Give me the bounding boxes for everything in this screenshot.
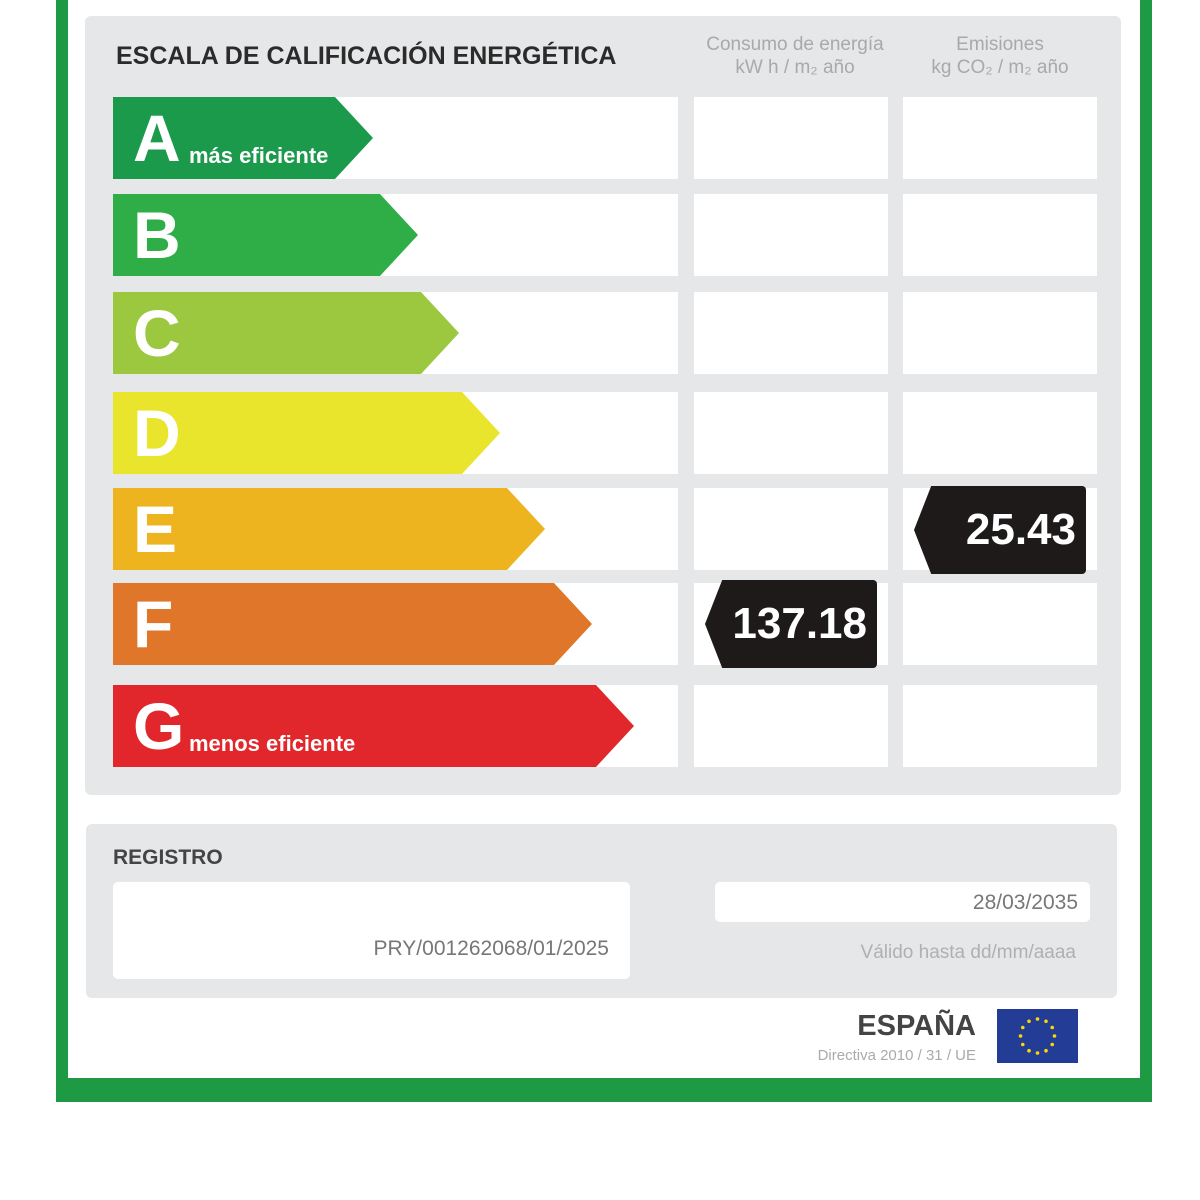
- country: ESPAÑA: [857, 1010, 976, 1042]
- scale-title: ESCALA DE CALIFICACIÓN ENERGÉTICA: [116, 42, 617, 70]
- emissions-cell: [903, 97, 1097, 179]
- eu-star: [1027, 1048, 1031, 1053]
- class-subtitle: más eficiente: [189, 143, 329, 168]
- class-bar-e: E: [113, 488, 545, 570]
- valid-date: 28/03/2035: [972, 891, 1078, 914]
- eu-star: [1050, 1042, 1055, 1047]
- eu-star: [1035, 1017, 1040, 1021]
- class-bar-c: C: [113, 292, 459, 374]
- class-bar-a: A más eficiente: [113, 97, 373, 179]
- emissions-cell: [903, 194, 1097, 276]
- energy-cell: [694, 292, 888, 374]
- eu-star: [1020, 1042, 1025, 1047]
- energy-cell: [694, 97, 888, 179]
- class-bar-d: D: [113, 392, 500, 474]
- eu-star: [1044, 1048, 1048, 1053]
- eu-flag-icon: [997, 1009, 1078, 1063]
- energy-column-header: Consumo de energía kW h / m₂ año: [695, 33, 895, 79]
- eu-star: [1052, 1034, 1057, 1038]
- valid-date-box: 28/03/2035: [715, 882, 1090, 922]
- eu-star: [1035, 1051, 1040, 1055]
- registro-number-box: PRY/001262068/01/2025: [113, 882, 630, 979]
- class-letter: B: [133, 198, 181, 272]
- energy-header-line1: Consumo de energía: [706, 34, 884, 55]
- class-letter: G: [133, 689, 185, 763]
- energy-cell: [694, 488, 888, 570]
- class-letter: A: [133, 101, 181, 175]
- registro-number: PRY/001262068/01/2025: [373, 937, 610, 960]
- eu-star: [1018, 1034, 1023, 1038]
- class-bar-b: B: [113, 194, 418, 276]
- valid-label: Válido hasta dd/mm/aaaa: [860, 942, 1076, 963]
- class-bar-g: G menos eficiente: [113, 685, 634, 767]
- energy-rating-value: 137.18: [705, 580, 877, 668]
- eu-star: [1044, 1019, 1048, 1024]
- emissions-cell: [903, 583, 1097, 665]
- emissions-header-units: kg CO₂ / m₂ año: [931, 57, 1069, 78]
- eu-star: [1050, 1025, 1055, 1030]
- eu-star: [1027, 1019, 1031, 1024]
- emissions-cell: [903, 292, 1097, 374]
- energy-cell: [694, 392, 888, 474]
- emissions-cell: [903, 685, 1097, 767]
- eu-star: [1020, 1025, 1025, 1030]
- energy-cell: [694, 685, 888, 767]
- class-letter: C: [133, 296, 181, 370]
- energy-cell: [694, 194, 888, 276]
- class-letter: F: [133, 587, 174, 661]
- directive: Directiva 2010 / 31 / UE: [817, 1047, 976, 1064]
- emissions-header-line1: Emisiones: [956, 34, 1044, 55]
- class-bar-f: F: [113, 583, 592, 665]
- class-letter: D: [133, 396, 181, 470]
- registro-label: REGISTRO: [113, 846, 223, 869]
- class-subtitle: menos eficiente: [189, 731, 356, 756]
- energy-header-units: kW h / m₂ año: [735, 57, 855, 78]
- emissions-rating-value: 25.43: [914, 486, 1086, 574]
- class-letter: E: [133, 492, 178, 566]
- emissions-cell: [903, 392, 1097, 474]
- emissions-column-header: Emisiones kg CO₂ / m₂ año: [900, 33, 1100, 79]
